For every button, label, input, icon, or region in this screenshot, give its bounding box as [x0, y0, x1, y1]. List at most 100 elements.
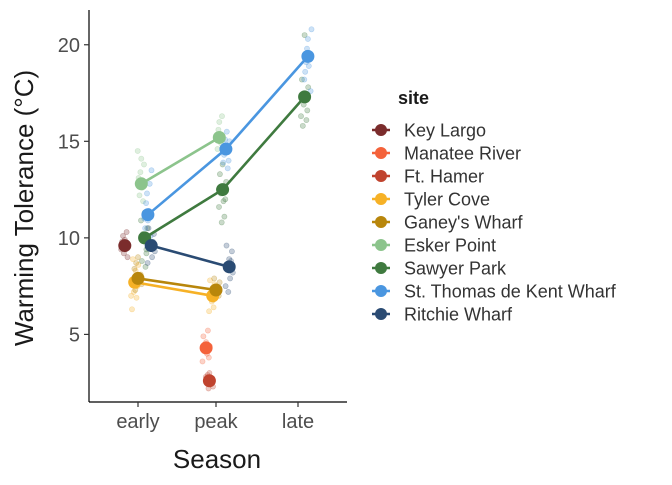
y-tick-label-5: 5: [69, 324, 80, 346]
mean-point-ganey-s-wharf: [131, 271, 145, 285]
raw-point-tyler-cove: [206, 308, 212, 315]
legend-key-dot-ganey-s-wharf: [375, 216, 387, 228]
x-tick-label-early: early: [116, 411, 159, 433]
legend-label-ganey-s-wharf: Ganey's Wharf: [404, 213, 523, 233]
mean-point-esker-point: [134, 177, 148, 191]
raw-point-st-thomas-de-kent-wharf: [307, 88, 314, 95]
raw-point-tyler-cove: [133, 294, 140, 301]
raw-point-st-thomas-de-kent-wharf: [225, 157, 232, 164]
legend-label-st-thomas-de-kent-wharf: St. Thomas de Kent Wharf: [404, 282, 617, 302]
series-means-layer: [118, 49, 315, 388]
raw-point-sawyer-park: [305, 84, 312, 91]
raw-point-sawyer-park: [299, 122, 306, 129]
raw-point-ganey-s-wharf: [135, 254, 141, 261]
legend-key-dot-sawyer-park: [375, 262, 387, 274]
raw-point-ritchie-wharf: [222, 283, 229, 290]
raw-point-tyler-cove: [128, 292, 134, 299]
x-tick-label-peak: peak: [194, 411, 238, 433]
raw-point-sawyer-park: [303, 117, 310, 123]
mean-point-ritchie-wharf: [222, 260, 236, 274]
raw-point-ganey-s-wharf: [133, 260, 140, 266]
raw-point-ganey-s-wharf: [211, 275, 218, 282]
raw-point-st-thomas-de-kent-wharf: [301, 76, 308, 83]
raw-point-ritchie-wharf: [145, 225, 152, 232]
legend-items: Key Largo Manatee River Ft. Hamer Tyler Cov…: [372, 121, 617, 325]
raw-point-tyler-cove: [210, 304, 217, 311]
legend-key-dot-esker-point: [375, 239, 387, 251]
raw-point-esker-point: [216, 119, 223, 125]
raw-point-st-thomas-de-kent-wharf: [220, 159, 227, 166]
raw-point-esker-point: [138, 155, 145, 162]
mean-point-ft-hamer: [202, 374, 216, 388]
raw-point-sawyer-park: [144, 225, 151, 232]
raw-point-manatee-river: [205, 354, 212, 361]
raw-point-manatee-river: [200, 333, 207, 340]
mean-point-st-thomas-de-kent-wharf: [219, 142, 233, 156]
raw-point-ritchie-wharf: [149, 254, 155, 261]
raw-point-sawyer-park: [138, 217, 144, 224]
series-line-tyler-cove: [134, 280, 213, 298]
raw-point-st-thomas-de-kent-wharf: [223, 128, 230, 135]
legend-label-ritchie-wharf: Ritchie Wharf: [404, 305, 513, 325]
series-line-esker-point: [140, 136, 220, 185]
raw-point-ritchie-wharf: [225, 289, 232, 295]
mean-point-ritchie-wharf: [144, 239, 158, 253]
raw-point-ritchie-wharf: [228, 248, 235, 255]
mean-point-st-thomas-de-kent-wharf: [301, 49, 315, 63]
legend-key-dot-st-thomas-de-kent-wharf: [375, 285, 387, 297]
y-tick-label-10: 10: [58, 228, 80, 250]
mean-point-sawyer-park: [298, 90, 312, 104]
raw-point-sawyer-park: [143, 250, 150, 257]
y-tick-label-20: 20: [58, 35, 80, 57]
legend-key-dot-key-largo: [375, 124, 387, 136]
raw-point-st-thomas-de-kent-wharf: [302, 68, 309, 75]
raw-point-ritchie-wharf: [227, 275, 233, 282]
raw-point-sawyer-park: [216, 171, 223, 178]
legend-label-sawyer-park: Sawyer Park: [404, 259, 507, 279]
mean-point-ganey-s-wharf: [209, 283, 223, 297]
raw-point-manatee-river: [199, 358, 206, 365]
raw-point-key-largo: [120, 233, 126, 239]
raw-point-tyler-cove: [129, 256, 136, 263]
raw-point-manatee-river: [204, 327, 211, 334]
legend-label-tyler-cove: Tyler Cove: [404, 190, 490, 210]
y-ticks: 5 10 15 20: [58, 35, 89, 346]
raw-point-st-thomas-de-kent-wharf: [146, 180, 153, 187]
raw-point-key-largo: [124, 254, 131, 261]
series-line-ritchie-wharf: [150, 244, 230, 269]
raw-point-sawyer-park: [298, 76, 305, 83]
raw-point-sawyer-park: [138, 258, 145, 264]
raw-point-esker-point: [214, 146, 221, 152]
axes-layer: 5 10 15 20 early peak late Season Warming Tol…: [9, 10, 347, 474]
raw-point-st-thomas-de-kent-wharf: [148, 167, 155, 174]
raw-point-sawyer-park: [304, 107, 311, 114]
raw-point-sawyer-park: [220, 198, 227, 205]
raw-point-sawyer-park: [219, 161, 226, 168]
raw-point-st-thomas-de-kent-wharf: [143, 200, 149, 207]
raw-point-key-largo: [123, 229, 130, 235]
legend-label-key-largo: Key Largo: [404, 121, 486, 141]
legend-key-dot-tyler-cove: [375, 193, 387, 205]
mean-point-manatee-river: [199, 341, 213, 355]
y-axis-title: Warming Tolerance (°C): [9, 70, 39, 346]
x-axis-title: Season: [173, 444, 261, 474]
x-ticks: early peak late: [116, 402, 314, 433]
raw-point-sawyer-park: [221, 213, 228, 220]
legend-key-dot-manatee-river: [375, 147, 387, 159]
legend-label-ft-hamer: Ft. Hamer: [404, 167, 484, 187]
raw-point-sawyer-park: [298, 113, 304, 120]
raw-point-ritchie-wharf: [144, 260, 151, 266]
raw-point-tyler-cove: [130, 289, 137, 295]
mean-point-sawyer-park: [216, 183, 230, 197]
raw-point-sawyer-park: [301, 32, 308, 39]
raw-point-ritchie-wharf: [223, 242, 230, 249]
raw-point-esker-point: [140, 198, 146, 205]
raw-point-tyler-cove: [129, 306, 135, 313]
mean-point-esker-point: [212, 130, 226, 144]
raw-point-esker-point: [141, 161, 147, 168]
raw-point-st-thomas-de-kent-wharf: [304, 36, 311, 42]
raw-point-st-thomas-de-kent-wharf: [142, 225, 149, 232]
raw-point-sawyer-park: [218, 219, 225, 226]
raw-point-ganey-s-wharf: [131, 265, 138, 272]
